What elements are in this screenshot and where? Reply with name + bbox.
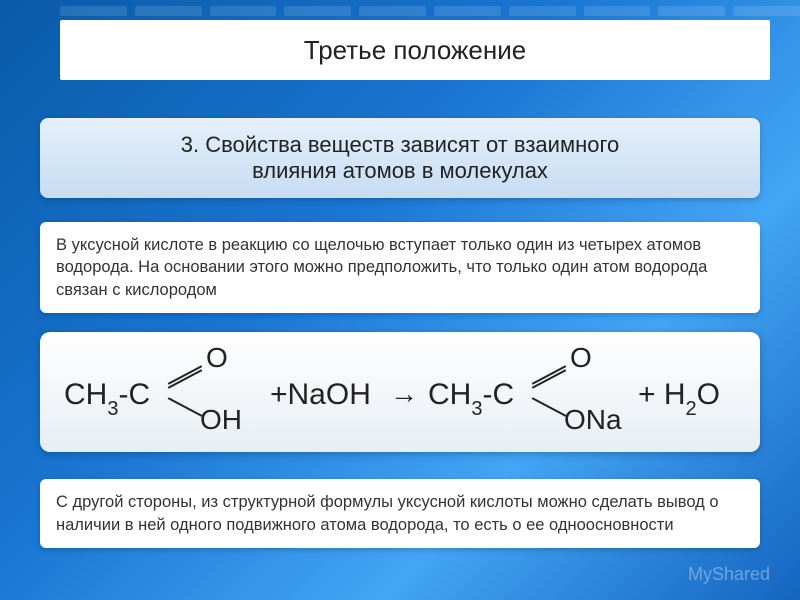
formula-ch3-1: CH3-C [64,378,150,417]
formula-ch3-2: CH3-C [428,378,514,417]
bond-2-top [532,365,566,385]
paragraph-box-1: В уксусной кислоте в реакцию со щелочью … [40,222,760,313]
subtitle-box: 3. Свойства веществ зависят от взаимного… [40,118,760,198]
page-title: Третье положение [304,35,526,66]
bond-1-bottom [168,397,202,417]
branch-1-o: O [206,342,228,374]
watermark-label: MyShared [688,564,770,585]
subtitle-line2: влияния атомов в молекулах [68,158,732,184]
subtitle-line1: 3. Свойства веществ зависят от взаимного [68,132,732,158]
formula-naoh: +NaOH [270,378,371,412]
top-decorative-band [60,6,800,16]
chemical-formula-box: CH3-C O OH +NaOH → CH3-C O ONa + H2O [40,332,760,452]
bond-1-top [168,365,202,385]
branch-2-o: O [570,342,592,374]
paragraph-box-2: С другой стороны, из структурной формулы… [40,479,760,548]
bond-2-bottom [532,397,566,417]
paragraph-1: В уксусной кислоте в реакцию со щелочью … [56,234,744,301]
title-box: Третье положение [60,20,770,80]
formula-h2o: + H2O [638,378,720,417]
paragraph-2: С другой стороны, из структурной формулы… [56,491,744,536]
branch-2-ona: ONa [564,404,622,436]
branch-1-oh: OH [200,404,242,436]
reaction-arrow: → [390,378,418,410]
